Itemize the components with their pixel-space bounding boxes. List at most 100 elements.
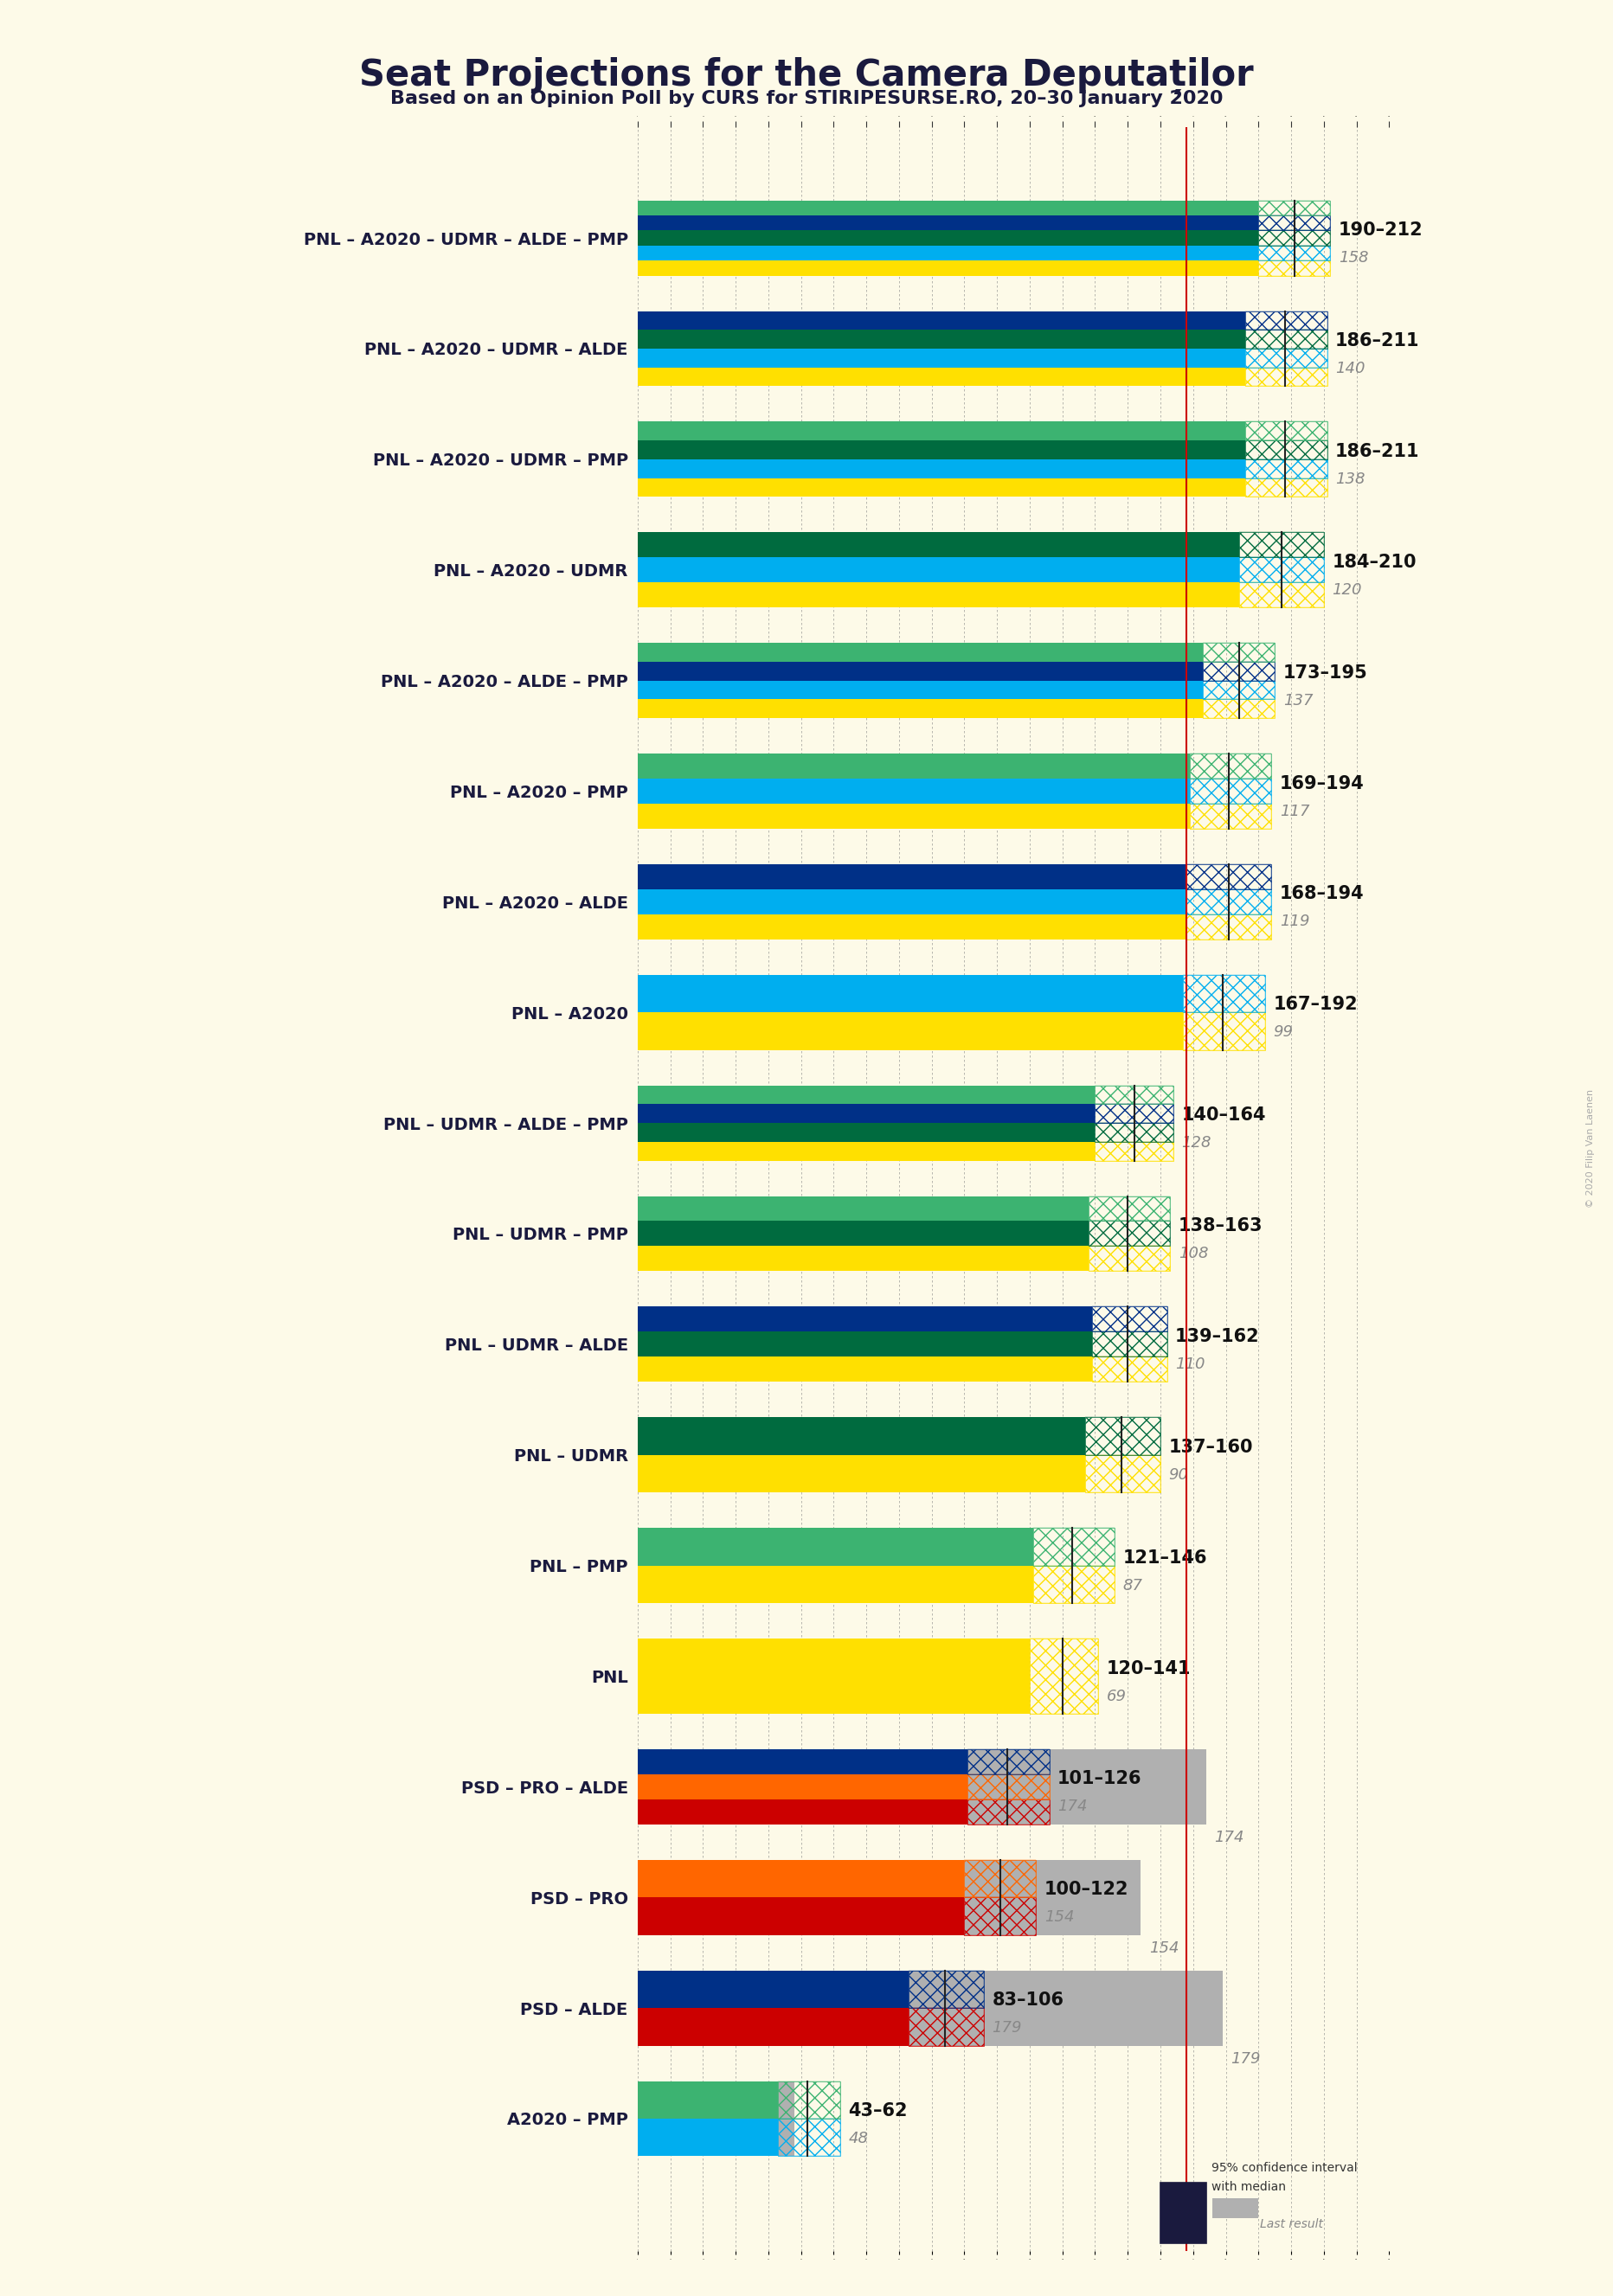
Bar [637,889,1187,914]
Bar [637,1775,968,1800]
Bar [637,2009,908,2046]
Text: 110: 110 [1176,1357,1205,1373]
Bar [637,1306,1092,1332]
Text: 154: 154 [1148,1940,1179,1956]
Bar [637,976,1184,1013]
Text: 174: 174 [1058,1798,1087,1814]
Bar [637,1750,1207,1825]
Bar [637,1800,968,1825]
Text: 87: 87 [1123,1577,1142,1593]
Bar [1095,1123,1174,1141]
Bar [637,1086,1095,1104]
Bar [637,1750,968,1775]
Bar [637,2080,795,2156]
Bar [637,1013,1184,1049]
Text: 120: 120 [1332,581,1361,597]
Bar [637,1639,863,1713]
Text: 119: 119 [1279,914,1310,930]
Bar [1086,1417,1160,1456]
Bar [1203,661,1274,680]
Bar [1239,583,1324,608]
Bar [637,1970,1223,2046]
Text: 100–122: 100–122 [1044,1880,1129,1899]
Bar [637,1357,1092,1382]
Bar [908,2009,984,2046]
Bar [637,1104,1095,1123]
Bar [1203,700,1274,719]
Bar [637,1417,932,1492]
Bar [1203,661,1274,680]
Bar [1092,1306,1166,1332]
Text: 184–210: 184–210 [1332,553,1416,572]
Bar [1245,459,1327,478]
Bar [1245,331,1327,349]
Bar [637,246,1258,259]
Bar [1213,2197,1258,2218]
Bar [1092,1332,1166,1357]
Text: © 2020 Filip Van Laenen: © 2020 Filip Van Laenen [1586,1088,1595,1208]
Text: 101–126: 101–126 [1058,1770,1142,1789]
Bar [637,753,1190,778]
Bar [637,1896,965,1936]
Bar [1187,889,1271,914]
Bar [637,778,1190,804]
Bar [637,1306,997,1382]
Text: 167–192: 167–192 [1273,996,1358,1013]
Bar [637,661,1203,680]
Bar [1245,422,1327,441]
Bar [1258,230,1331,246]
Text: 99: 99 [1273,1024,1294,1040]
Bar [1095,1086,1174,1104]
Bar [1245,310,1327,331]
Bar [1095,1123,1174,1141]
Bar [637,422,1089,496]
Bar [637,230,1258,246]
Text: 95% confidence interval: 95% confidence interval [1211,2163,1357,2174]
Bar [1190,778,1271,804]
Bar [1032,1527,1115,1566]
Text: 179: 179 [1231,2050,1260,2066]
Text: Seat Projections for the Camera Deputaților: Seat Projections for the Camera Deputați… [360,57,1253,94]
Bar [637,1527,1032,1566]
Bar [1258,230,1331,246]
Bar [1245,367,1327,386]
Bar [637,2119,777,2156]
Bar [1089,1221,1171,1247]
Bar [1160,2183,1207,2243]
Bar [968,1800,1050,1825]
Text: 169–194: 169–194 [1279,774,1365,792]
Bar [965,1896,1036,1936]
Bar [968,1750,1050,1775]
Bar [637,700,1203,719]
Bar [637,2080,777,2119]
Text: 138–163: 138–163 [1179,1217,1263,1235]
Bar [637,1196,1089,1221]
Bar [637,1141,1095,1159]
Text: 128: 128 [1182,1134,1211,1150]
Bar [1245,349,1327,367]
Bar [968,1750,1050,1775]
Bar [1245,478,1327,496]
Bar [1258,259,1331,276]
Bar [637,216,1258,230]
Text: 186–211: 186–211 [1336,443,1419,459]
Text: 138: 138 [1336,471,1365,487]
Text: 174: 174 [1215,1830,1244,1846]
Bar [1029,1639,1098,1713]
Bar [1258,259,1331,276]
Bar [637,643,1086,719]
Bar [1184,1013,1265,1049]
Bar [637,367,1245,386]
Text: 158: 158 [1339,250,1368,266]
Bar [1092,1306,1166,1332]
Text: 139–162: 139–162 [1176,1327,1260,1345]
Bar [637,1123,1095,1141]
Text: 108: 108 [1179,1247,1208,1261]
Bar [1092,1332,1166,1357]
Bar [908,2009,984,2046]
Bar [637,200,1258,216]
Bar [1245,349,1327,367]
Bar [637,1221,1089,1247]
Bar [637,200,1153,276]
Bar [1258,216,1331,230]
